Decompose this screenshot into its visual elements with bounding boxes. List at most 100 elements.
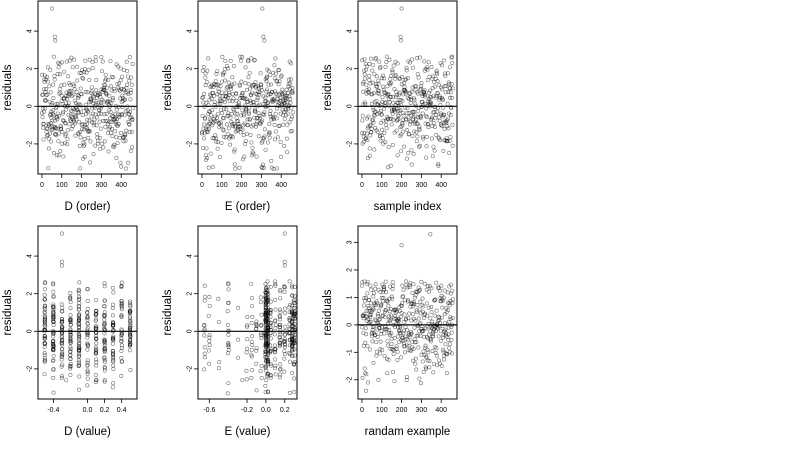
- data-point: [365, 156, 370, 161]
- data-point: [43, 324, 48, 329]
- data-point: [370, 117, 375, 122]
- data-point: [374, 353, 379, 358]
- data-point: [446, 126, 451, 131]
- data-point: [127, 78, 132, 83]
- data-point: [390, 70, 395, 75]
- data-point: [226, 343, 231, 348]
- data-point: [401, 331, 406, 336]
- data-point: [389, 342, 394, 347]
- data-point: [413, 356, 418, 361]
- data-point: [379, 302, 384, 307]
- data-point: [93, 143, 98, 148]
- data-point: [264, 79, 269, 84]
- data-point: [99, 55, 104, 60]
- data-point: [447, 346, 452, 351]
- data-point: [49, 139, 54, 144]
- data-point: [68, 117, 73, 122]
- data-point: [85, 371, 90, 376]
- data-point: [449, 81, 454, 86]
- data-point: [428, 329, 433, 334]
- data-point: [68, 338, 73, 343]
- data-point: [426, 305, 431, 310]
- data-point: [390, 111, 395, 116]
- data-point: [101, 118, 106, 123]
- data-point: [266, 100, 271, 105]
- data-point: [127, 309, 132, 314]
- data-point: [120, 93, 125, 98]
- data-point: [266, 390, 271, 395]
- data-point: [416, 91, 421, 96]
- data-point: [83, 89, 88, 94]
- data-point: [112, 88, 117, 93]
- data-point: [405, 328, 410, 333]
- data-point: [290, 293, 295, 298]
- data-point: [390, 107, 395, 112]
- data-point: [282, 143, 287, 148]
- data-point: [290, 85, 295, 90]
- data-point: [269, 363, 274, 368]
- data-point: [57, 113, 62, 118]
- data-point: [391, 94, 396, 99]
- data-point: [363, 76, 368, 81]
- data-point: [381, 118, 386, 123]
- data-point: [257, 116, 262, 121]
- data-point: [273, 297, 278, 302]
- data-point: [65, 137, 70, 142]
- data-point: [249, 93, 254, 98]
- data-point: [363, 295, 368, 300]
- data-point: [378, 347, 383, 352]
- data-point: [98, 126, 103, 131]
- data-point: [446, 319, 451, 324]
- data-point: [217, 93, 222, 98]
- data-point: [424, 144, 429, 149]
- data-point: [61, 154, 66, 159]
- data-point: [230, 92, 235, 97]
- data-point: [203, 355, 208, 360]
- data-point: [372, 72, 377, 77]
- data-point: [59, 302, 64, 307]
- x-tick-label: -0.2: [241, 407, 253, 414]
- data-point: [424, 366, 429, 371]
- data-point: [292, 376, 297, 381]
- data-point: [437, 96, 442, 101]
- data-point: [273, 372, 278, 377]
- data-point: [425, 347, 430, 352]
- data-point: [405, 106, 410, 111]
- data-point: [394, 307, 399, 312]
- data-point: [405, 111, 410, 116]
- data-point: [278, 296, 283, 301]
- data-point: [85, 315, 90, 320]
- data-point: [108, 109, 113, 114]
- data-point: [130, 117, 135, 122]
- data-point: [363, 61, 368, 66]
- data-point: [286, 107, 291, 112]
- data-point: [438, 288, 443, 293]
- data-point: [42, 305, 47, 310]
- data-point: [425, 67, 430, 72]
- data-point: [288, 96, 293, 101]
- data-point: [266, 350, 271, 355]
- data-point: [95, 141, 100, 146]
- data-point: [450, 54, 455, 59]
- data-point: [370, 80, 375, 85]
- data-point: [449, 351, 454, 356]
- data-point: [263, 301, 268, 306]
- data-point: [85, 90, 90, 95]
- data-point: [226, 287, 231, 292]
- data-point: [423, 345, 428, 350]
- data-point: [442, 288, 447, 293]
- data-point: [202, 323, 207, 328]
- data-point: [404, 378, 409, 383]
- data-point: [263, 314, 268, 319]
- data-point: [61, 109, 66, 114]
- data-point: [377, 317, 382, 322]
- data-point: [52, 77, 57, 82]
- data-point: [226, 80, 231, 85]
- data-point: [269, 82, 274, 87]
- data-point: [94, 363, 99, 368]
- data-point: [58, 149, 63, 154]
- data-point: [129, 88, 134, 93]
- data-point: [442, 71, 447, 76]
- data-point: [102, 83, 107, 88]
